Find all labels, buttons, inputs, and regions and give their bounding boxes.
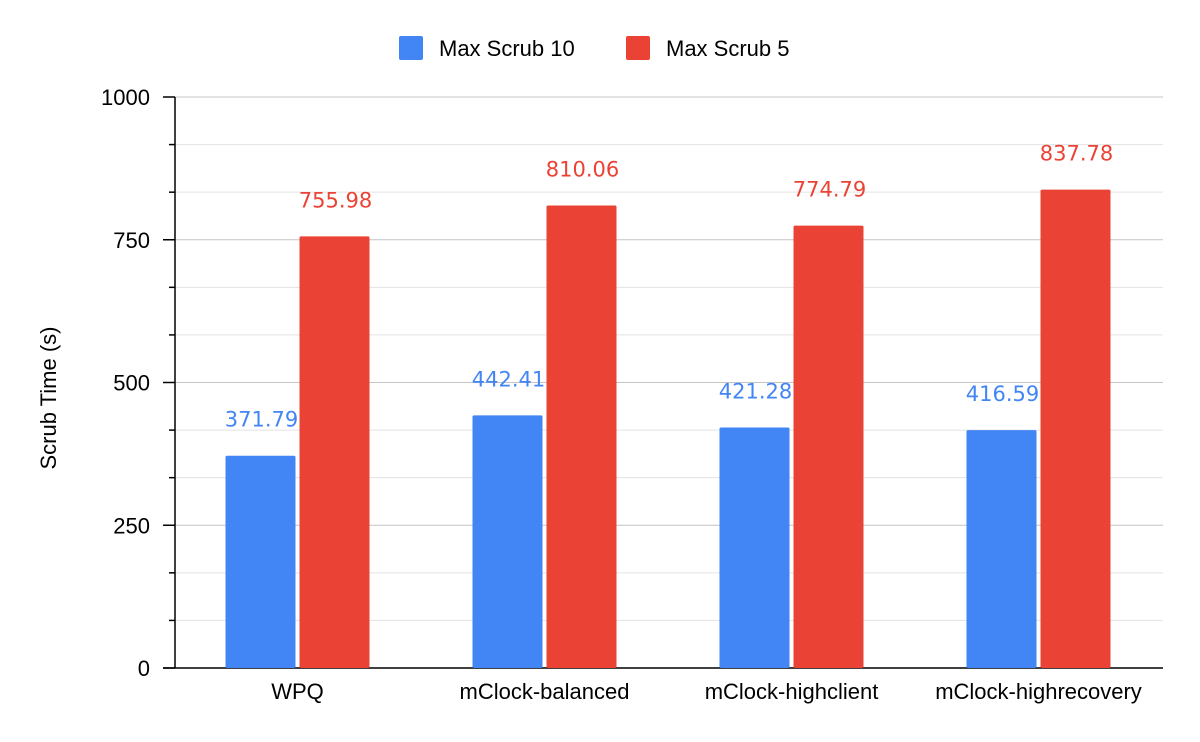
bar-max-scrub-5 <box>299 236 370 668</box>
legend-swatch <box>399 36 423 60</box>
y-tick-label: 250 <box>113 513 150 538</box>
bar-max-scrub-10 <box>472 415 543 668</box>
data-label: 421.28 <box>719 379 792 403</box>
legend-swatch <box>626 36 650 60</box>
data-labels: 371.79 755.98 442.41 810.06 421.28 774.79 416.… <box>225 142 1113 432</box>
bar-max-scrub-10 <box>966 430 1037 668</box>
legend-label: Max Scrub 5 <box>666 36 790 61</box>
data-label: 774.79 <box>793 178 866 202</box>
bar-max-scrub-5 <box>793 225 864 668</box>
y-tick-label: 750 <box>113 228 150 253</box>
legend: Max Scrub 10 Max Scrub 5 <box>399 36 790 61</box>
bar-max-scrub-5 <box>1040 189 1111 668</box>
x-axis-labels: WPQ mClock-balanced mClock-highclient mCloc… <box>271 679 1142 704</box>
x-tick-label: mClock-highrecovery <box>935 679 1142 704</box>
bar-max-scrub-10 <box>225 455 296 668</box>
bar-max-scrub-10 <box>719 427 790 668</box>
data-label: 416.59 <box>966 382 1039 406</box>
y-axis-labels: 0 250 500 750 1000 <box>101 85 150 681</box>
y-tick-label: 500 <box>113 371 150 396</box>
x-tick-label: mClock-highclient <box>705 679 879 704</box>
y-axis-title: Scrub Time (s) <box>36 326 61 469</box>
data-label: 810.06 <box>546 157 619 181</box>
data-label: 837.78 <box>1040 142 1113 166</box>
data-label: 371.79 <box>225 408 298 432</box>
bar-max-scrub-5 <box>546 205 617 668</box>
bars <box>225 189 1111 668</box>
data-label: 442.41 <box>472 367 545 391</box>
x-tick-label: mClock-balanced <box>460 679 630 704</box>
x-tick-label: WPQ <box>271 679 324 704</box>
y-tick-label: 0 <box>138 656 150 681</box>
y-tick-label: 1000 <box>101 85 150 110</box>
data-label: 755.98 <box>299 188 372 212</box>
legend-label: Max Scrub 10 <box>439 36 575 61</box>
